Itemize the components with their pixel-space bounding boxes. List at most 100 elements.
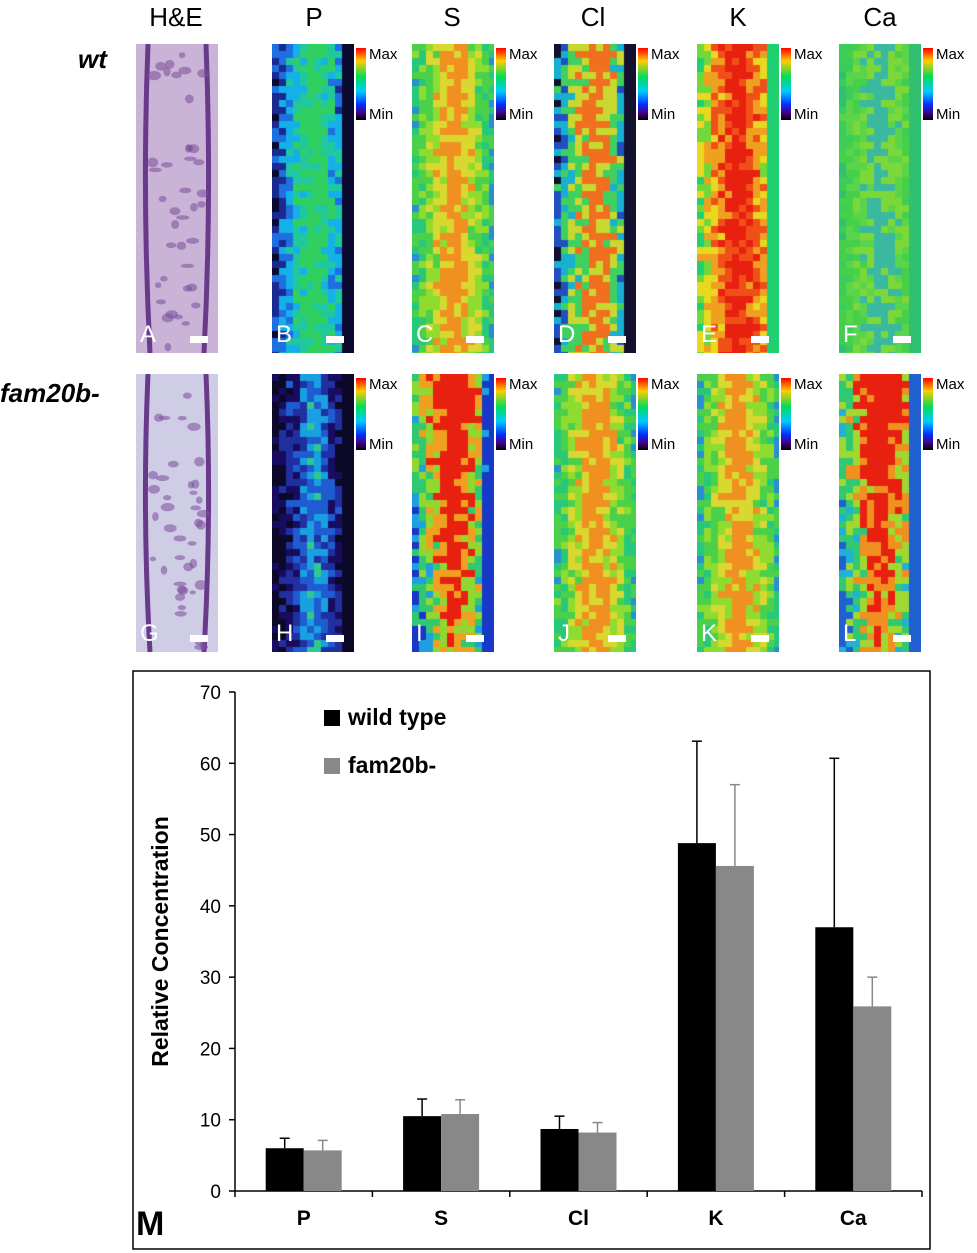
x-category-label: K (708, 1207, 723, 1230)
legend-swatch (324, 758, 340, 774)
colorbar-min-label: Min (369, 106, 394, 123)
scale-bar (751, 635, 769, 642)
bar-wild-type-k (677, 843, 716, 1191)
panel-label-m: M (136, 1205, 164, 1243)
legend-label: fam20b- (348, 752, 436, 778)
y-tick-label: 50 (200, 826, 221, 847)
element-map-image (554, 44, 636, 353)
colorbar-max-label: Max (369, 376, 398, 393)
colorbar-min-label: Min (794, 106, 819, 123)
bar-fam20b-s (441, 1114, 480, 1191)
element-map-image (697, 44, 779, 353)
x-category-label: S (434, 1207, 448, 1230)
column-header-p: P (305, 2, 323, 32)
y-tick-label: 70 (200, 683, 221, 704)
image-panel-k: K (697, 374, 779, 652)
column-header-he: H&E (149, 2, 203, 32)
colorbar-min-label: Min (936, 436, 961, 453)
scale-bar (893, 336, 911, 343)
colorbar-max-label: Max (936, 46, 965, 63)
row-label-fam20b: fam20b- (0, 378, 100, 408)
colorbar-min-label: Min (794, 436, 819, 453)
colorbar-max-label: Max (936, 376, 965, 393)
y-axis-title: Relative Concentration (147, 816, 173, 1067)
colorbar-max-label: Max (651, 46, 680, 63)
y-tick-label: 20 (200, 1039, 221, 1060)
colorbar-min-label: Min (509, 106, 534, 123)
image-panel-a: A (136, 44, 218, 353)
colorbar-min-label: Min (936, 106, 961, 123)
bar-wild-type-ca (815, 927, 854, 1191)
element-map-image (272, 374, 354, 652)
image-panel-l: L (839, 374, 921, 652)
y-tick-label: 40 (200, 897, 221, 918)
scale-bar (326, 635, 344, 642)
bar-wild-type-p (265, 1148, 304, 1191)
colorbar (356, 48, 366, 120)
panel-letter-k: K (701, 620, 718, 647)
element-map-image (412, 374, 494, 652)
scale-bar (608, 336, 626, 343)
y-tick-label: 30 (200, 968, 221, 989)
x-category-label: Cl (568, 1207, 589, 1230)
y-tick-label: 0 (210, 1182, 221, 1203)
colorbar-max-label: Max (369, 46, 398, 63)
colorbar-max-label: Max (509, 46, 538, 63)
element-map-image (412, 44, 494, 353)
colorbar-max-label: Max (509, 376, 538, 393)
bar-fam20b-k (715, 865, 754, 1191)
scale-bar (326, 336, 344, 343)
scale-bar (190, 336, 208, 343)
scale-bar (190, 635, 208, 642)
column-header-cl: Cl (580, 2, 606, 32)
colorbar-max-label: Max (794, 376, 823, 393)
colorbar (496, 378, 506, 450)
panel-letter-h: H (276, 620, 294, 647)
scale-bar (751, 336, 769, 343)
bar-fam20b-p (303, 1150, 342, 1191)
image-panel-j: J (554, 374, 636, 652)
bar-fam20b-cl (578, 1132, 617, 1191)
colorbar (923, 378, 933, 450)
colorbar (781, 378, 791, 450)
legend-label: wild type (347, 704, 446, 730)
image-panel-i: I (412, 374, 494, 652)
panel-letter-l: L (843, 620, 857, 647)
y-tick-label: 10 (200, 1111, 221, 1132)
x-category-label: P (297, 1207, 311, 1230)
row-label-wt: wt (78, 44, 107, 74)
column-header-ca: Ca (863, 2, 897, 32)
image-panel-h: H (272, 374, 354, 652)
scale-bar (466, 336, 484, 343)
histology-image (142, 44, 212, 353)
scale-bar (466, 635, 484, 642)
chart-frame (132, 670, 931, 1250)
legend-swatch (324, 710, 340, 726)
colorbar-min-label: Min (651, 106, 676, 123)
panel-letter-c: C (416, 321, 434, 348)
colorbar (638, 378, 648, 450)
column-header-k: K (729, 2, 747, 32)
panel-letter-d: D (558, 321, 576, 348)
colorbar-min-label: Min (651, 436, 676, 453)
colorbar (356, 378, 366, 450)
scale-bar (893, 635, 911, 642)
scale-bar (608, 635, 626, 642)
element-map-image (272, 44, 354, 353)
element-map-image (839, 44, 921, 353)
bar-wild-type-cl (540, 1128, 579, 1191)
column-header-s: S (443, 2, 461, 32)
colorbar-max-label: Max (651, 376, 680, 393)
bar-fam20b-ca (853, 1006, 892, 1191)
element-map-image (839, 374, 921, 652)
colorbar (781, 48, 791, 120)
colorbar-min-label: Min (509, 436, 534, 453)
image-panel-g: G (136, 374, 218, 652)
panel-letter-f: F (843, 321, 858, 348)
panel-letter-j: J (558, 620, 570, 647)
image-panel-f: F (839, 44, 921, 353)
colorbar (923, 48, 933, 120)
panel-letter-a: A (140, 321, 157, 348)
panel-letter-g: G (140, 620, 159, 647)
bar-wild-type-s (403, 1116, 442, 1191)
